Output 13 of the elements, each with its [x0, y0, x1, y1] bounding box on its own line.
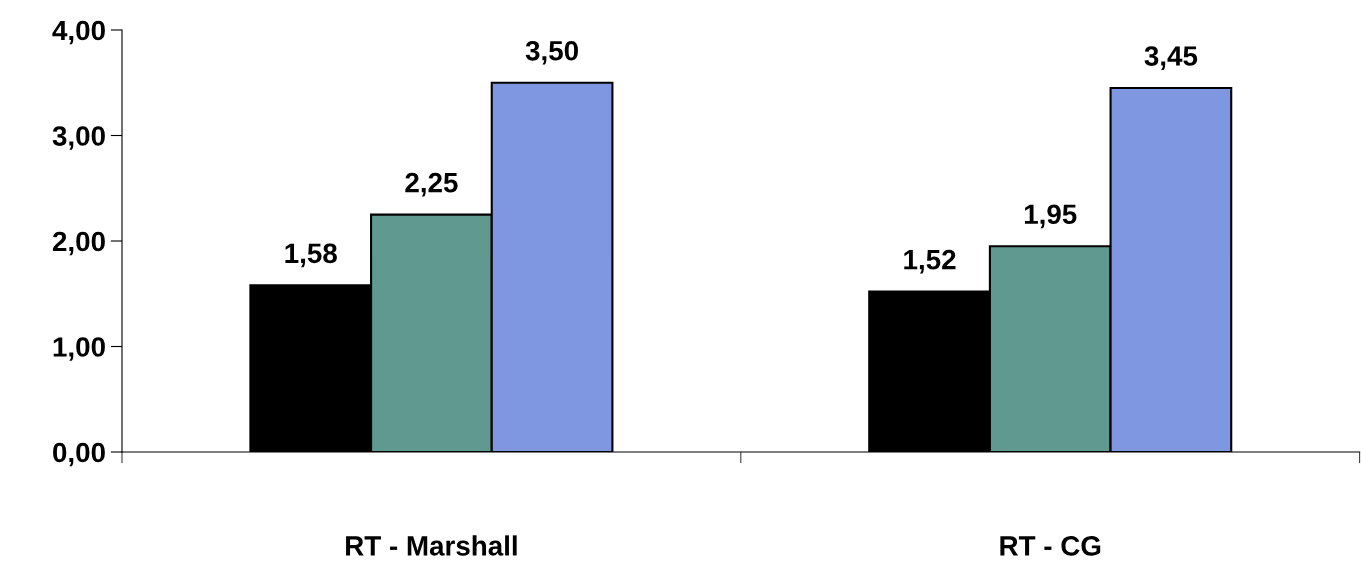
y-tick-label: 4,00: [52, 20, 105, 45]
x-tick-label: RT - Marshall: [346, 535, 517, 556]
data-label: 1,52: [904, 249, 956, 274]
y-tick-label: 0,00: [53, 442, 105, 467]
data-label: 3,50: [525, 40, 578, 65]
y-tick-label: 2,00: [52, 231, 105, 256]
data-label: 1,58: [285, 243, 337, 268]
x-tick-label: RT - CG: [1000, 536, 1101, 556]
data-label: 2,25: [405, 172, 458, 197]
y-tick-label: 1,00: [53, 337, 105, 361]
data-label: 3,45: [1144, 46, 1198, 70]
data-label: 1,95: [1024, 204, 1077, 229]
y-tick-label: 3,00: [52, 126, 105, 150]
